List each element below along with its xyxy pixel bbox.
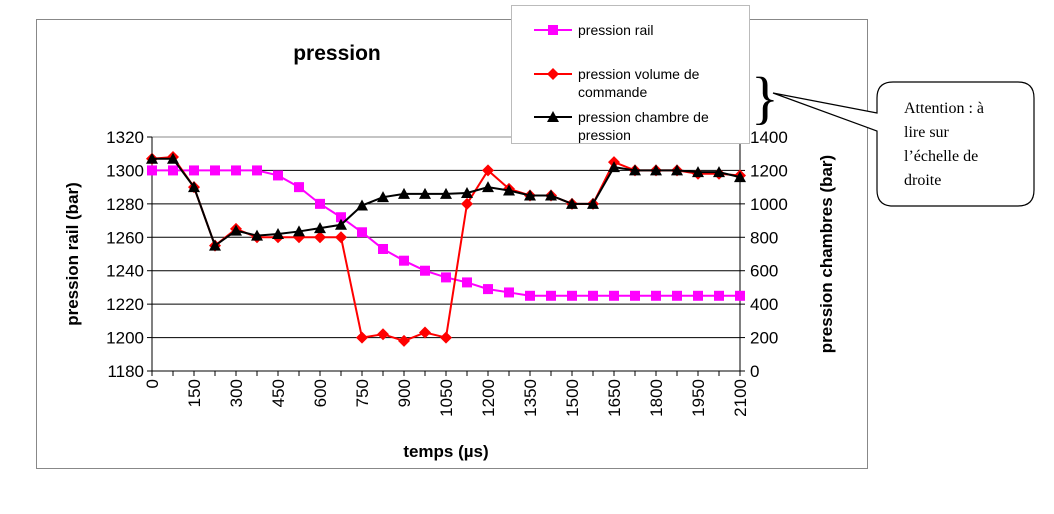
right-tick-label: 400: [750, 295, 778, 314]
annotation-brace: }: [751, 65, 779, 130]
right-tick-label: 200: [750, 329, 778, 348]
left-tick-label: 1320: [106, 128, 144, 147]
right-tick-label: 1400: [750, 128, 788, 147]
x-tick-label: 300: [227, 379, 246, 407]
right-tick-label: 1200: [750, 161, 788, 180]
data-point: [147, 165, 157, 175]
left-tick-label: 1180: [107, 362, 144, 381]
annotation-line-2: lire sur: [904, 124, 950, 141]
right-y-axis-label: pression chambres (bar): [817, 155, 836, 353]
data-point: [189, 165, 199, 175]
data-point: [483, 284, 493, 294]
data-point: [672, 291, 682, 301]
data-point: [210, 165, 220, 175]
data-point: [588, 291, 598, 301]
x-tick-label: 1500: [563, 379, 582, 417]
data-point: [420, 266, 430, 276]
x-tick-label: 150: [185, 379, 204, 407]
x-tick-label: 2100: [731, 379, 750, 417]
data-point: [735, 291, 745, 301]
data-point: [273, 170, 283, 180]
data-point: [231, 165, 241, 175]
data-point: [168, 165, 178, 175]
left-tick-label: 1300: [106, 161, 144, 180]
data-point: [714, 291, 724, 301]
legend-label: pression chambre de: [578, 109, 709, 125]
x-tick-label: 900: [395, 379, 414, 407]
right-tick-label: 600: [750, 262, 778, 281]
annotation-line-3: l’échelle de: [904, 148, 978, 165]
data-point: [525, 291, 535, 301]
annotation-line-4: droite: [904, 172, 941, 189]
data-point: [546, 291, 556, 301]
left-tick-label: 1240: [106, 262, 144, 281]
x-tick-label: 1950: [689, 379, 708, 417]
data-point: [504, 287, 514, 297]
right-tick-label: 1000: [750, 195, 788, 214]
data-point: [462, 277, 472, 287]
data-point: [441, 272, 451, 282]
x-tick-label: 1200: [479, 379, 498, 417]
data-point: [609, 291, 619, 301]
x-tick-label: 1050: [437, 379, 456, 417]
left-tick-label: 1260: [106, 228, 144, 247]
legend-marker: [548, 25, 558, 35]
data-point: [630, 291, 640, 301]
right-tick-label: 800: [750, 228, 778, 247]
right-tick-label: 0: [750, 362, 759, 381]
x-tick-label: 750: [353, 379, 372, 407]
data-point: [252, 165, 262, 175]
data-point: [567, 291, 577, 301]
data-point: [651, 291, 661, 301]
chart-figure: 1180 1200 1220 1240 1260 1280 1300 1320 0 200 400…: [0, 0, 1054, 514]
data-point: [378, 244, 388, 254]
data-point: [294, 182, 304, 192]
left-tick-label: 1200: [106, 329, 144, 348]
legend-label: pression rail: [578, 22, 653, 38]
x-tick-label: 1800: [647, 379, 666, 417]
left-tick-label: 1280: [106, 195, 144, 214]
x-tick-label: 1650: [605, 379, 624, 417]
data-point: [399, 256, 409, 266]
data-point: [357, 227, 367, 237]
x-tick-label: 450: [269, 379, 288, 407]
legend-label: pression: [578, 127, 631, 143]
x-tick-label: 1350: [521, 379, 540, 417]
data-point: [315, 199, 325, 209]
x-tick-label: 0: [143, 379, 162, 388]
left-tick-label: 1220: [106, 295, 144, 314]
legend-label: pression volume de: [578, 66, 700, 82]
legend-label: commande: [578, 84, 647, 100]
x-tick-label: 600: [311, 379, 330, 407]
annotation-line-1: Attention : à: [904, 100, 984, 117]
x-axis-label: temps (µs): [403, 442, 488, 461]
chart-title: pression: [293, 42, 381, 65]
data-point: [693, 291, 703, 301]
left-y-axis-label: pression rail (bar): [63, 182, 82, 326]
